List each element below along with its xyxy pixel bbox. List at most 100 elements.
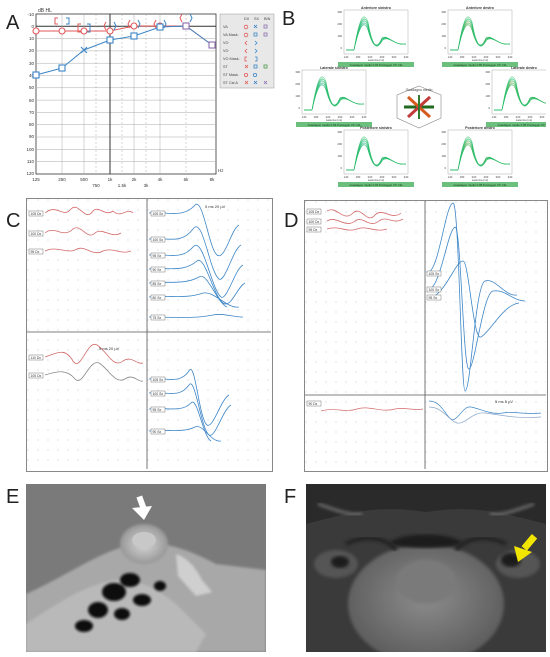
vhit-x-tick: 220 — [472, 175, 477, 179]
right-ear-marker — [130, 22, 138, 30]
vhit-plot: Posteriore destro 300 200 100 0 140 180 220 260 3… — [441, 126, 518, 187]
vhit-x-tick: 220 — [516, 115, 521, 119]
vhit-x-tick: 140 — [302, 115, 307, 119]
binaural-marker — [208, 41, 216, 49]
vhit-x-tick: 260 — [484, 175, 489, 179]
vhit-y-tick: 100 — [441, 34, 446, 38]
trace-tag: 105 Dx — [309, 210, 320, 214]
trace-tag: 105 Sx — [153, 212, 164, 216]
vhit-x-tick: 300 — [540, 115, 545, 119]
vhit-x-tick: 220 — [326, 115, 331, 119]
right-ear-traces-top — [148, 204, 246, 318]
vhit-y-tick: 100 — [337, 154, 342, 158]
trace-tag: 95 Dx — [309, 228, 318, 232]
left-ear-marker — [32, 71, 40, 79]
trace-tag: 95 Sx — [153, 254, 162, 258]
vhit-plot-title: Posteriore destro — [465, 126, 496, 130]
vhit-x-tick: 260 — [338, 115, 343, 119]
trace-tag: 90 Dx — [309, 402, 318, 406]
vhit-x-tick: 300 — [392, 55, 397, 59]
trace-tag: 100 Sx — [153, 238, 164, 242]
bottom-traces-d — [320, 400, 542, 424]
y-tick: 50 — [29, 85, 35, 90]
panel-f-letter: F — [284, 486, 297, 508]
y-tick: 0 — [31, 24, 34, 29]
trace-tag: 85 Sx — [153, 282, 162, 286]
y-tick: 120 — [26, 171, 34, 176]
vhit-y-tick: 200 — [441, 22, 446, 26]
binaural-marker — [182, 22, 190, 30]
vhit-x-tick: 180 — [356, 55, 361, 59]
panel-a-letter: A — [6, 12, 20, 34]
legend-row: VO Mask. — [223, 57, 240, 61]
y-tick: 30 — [29, 61, 35, 66]
trace-tag: 105 Sx — [153, 378, 164, 382]
vhit-plot-title: Laterale sinistro — [320, 66, 349, 70]
panel-c-traces: 105 Dx 100 Dx 95 Dx 105 Sx 100 Sx 95 Sx 90 Sx 8… — [27, 199, 271, 469]
vhit-y-tick: 100 — [337, 34, 342, 38]
vhit-x-tick: 180 — [504, 115, 509, 119]
y-tick: 100 — [26, 147, 34, 152]
vhit-plot-title: Laterale destro — [511, 66, 538, 70]
trace-tag: 110 Dx — [31, 356, 42, 360]
vhit-x-tick: 140 — [344, 55, 349, 59]
trace-tag: 100 Sx — [153, 392, 164, 396]
vhit-plot-footer: Guadagno medio 0.85 Punteggio VX: NA — [498, 123, 546, 127]
vhit-plot-footer: Guadagno medio 0.98 Punteggio VX: NA — [454, 183, 507, 187]
audiogram-frame — [35, 13, 217, 175]
panel-d-letter: D — [284, 210, 299, 232]
panel-a-audiogram: dB HL Hz -10 0 10 20 30 40 50 60 70 80 9… — [26, 4, 276, 194]
x-tick: 250 — [58, 177, 66, 182]
vhit-center-diagram: Guadagno medio — [396, 85, 442, 129]
vhit-x-label: Latenza (ms) — [326, 118, 342, 122]
panel-b-letter: B — [282, 8, 296, 30]
white-arrow-icon — [132, 495, 152, 520]
y-tick: 70 — [29, 110, 35, 115]
vhit-x-tick: 300 — [496, 175, 501, 179]
vhit-x-tick: 300 — [350, 115, 355, 119]
vhit-plot-footer: Guadagno medio 0.80 Punteggio VX: NA — [454, 63, 507, 67]
y-tick: 40 — [29, 73, 35, 78]
y-tick: 80 — [29, 122, 35, 127]
left-ear-marker — [58, 64, 66, 72]
vhit-x-tick: 340 — [404, 55, 409, 59]
vhit-x-tick: 340 — [508, 175, 513, 179]
vhit-y-tick: 200 — [295, 82, 300, 86]
trace-tag: 100 Dx — [31, 232, 42, 236]
legend-header: SX — [254, 17, 260, 21]
vhit-y-tick: 0 — [444, 166, 446, 170]
panel-b-vhit: Anteriore sinistro 300 200 100 0 140 180 220 260… — [295, 6, 546, 187]
vhit-y-tick: 300 — [337, 10, 342, 14]
vhit-y-tick: 100 — [295, 94, 300, 98]
vhit-x-tick: 140 — [448, 55, 453, 59]
vhit-x-tick: 300 — [392, 175, 397, 179]
vhit-y-tick: 0 — [340, 46, 342, 50]
trace-tag: 90 Sx — [153, 430, 162, 434]
vhit-x-tick: 340 — [404, 175, 409, 179]
vhit-plot-title: Anteriore destro — [466, 6, 495, 10]
vhit-x-tick: 180 — [460, 175, 465, 179]
legend-row: VA — [223, 25, 228, 29]
trace-tag: 105 Dx — [31, 212, 42, 216]
vhit-y-tick: 300 — [485, 70, 490, 74]
vhit-x-tick: 140 — [344, 175, 349, 179]
x-tick: 500 — [80, 177, 88, 182]
x-tick: 8k — [210, 177, 216, 182]
vhit-x-tick: 220 — [368, 55, 373, 59]
legend-row: ST Cst A — [223, 81, 238, 85]
trace-tag: 95 Sx — [153, 408, 162, 412]
audiogram-hz-label: Hz — [218, 168, 224, 173]
vhit-x-tick: 260 — [528, 115, 533, 119]
panel-c-letter: C — [6, 210, 21, 232]
trace-tag: 80 Sx — [153, 296, 162, 300]
trace-tag: 75 Sx — [153, 316, 162, 320]
right-ear-traces-d — [426, 202, 526, 392]
panel-e-ct-scan — [26, 484, 266, 652]
audiogram-unit-label: dB HL — [38, 8, 52, 14]
vhit-y-tick: 0 — [298, 106, 300, 110]
vhit-y-tick: 100 — [441, 154, 446, 158]
audiogram-legend — [219, 13, 275, 89]
vhit-y-tick: 100 — [485, 94, 490, 98]
center-label: Guadagno medio — [406, 88, 433, 92]
